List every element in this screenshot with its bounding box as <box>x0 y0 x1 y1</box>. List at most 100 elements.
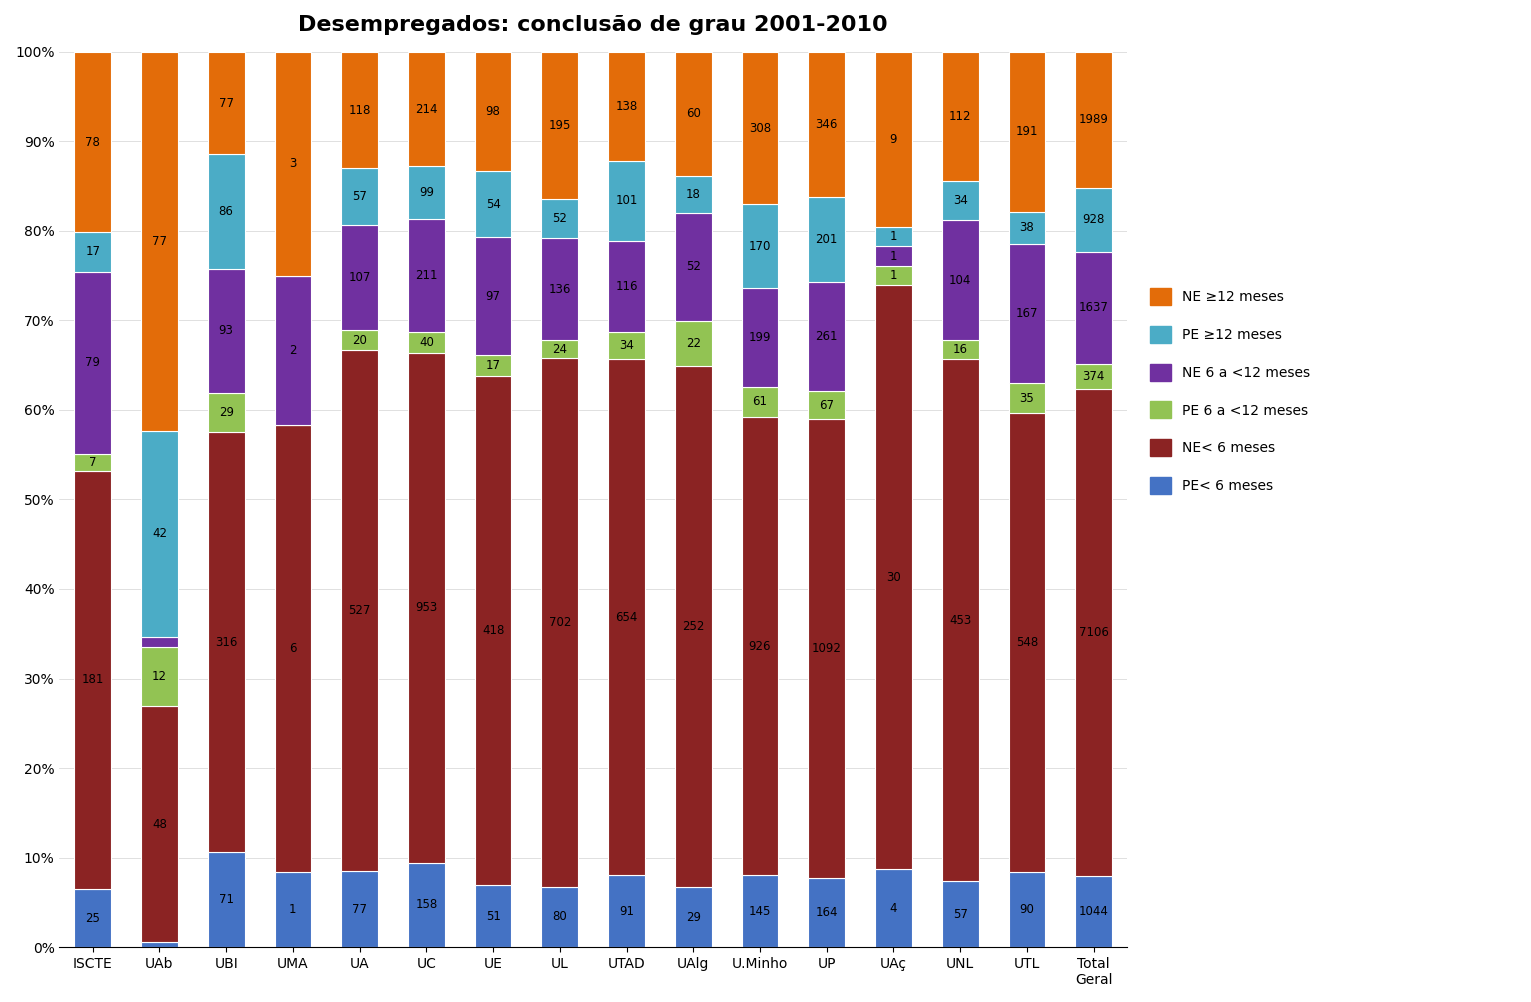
Text: 107: 107 <box>349 272 371 285</box>
Bar <box>542 887 579 947</box>
Bar <box>808 878 845 947</box>
Text: 34: 34 <box>952 194 968 207</box>
Bar <box>75 889 112 947</box>
Text: 4: 4 <box>890 902 897 915</box>
Text: 52: 52 <box>686 261 701 274</box>
Bar <box>675 213 712 321</box>
Text: 20: 20 <box>352 334 367 347</box>
Bar <box>942 220 978 341</box>
Bar <box>75 471 112 889</box>
Text: 1: 1 <box>890 270 897 283</box>
Text: 158: 158 <box>415 899 438 912</box>
Bar <box>876 266 912 286</box>
Bar <box>741 417 778 876</box>
Bar <box>741 289 778 387</box>
Text: 86: 86 <box>219 205 234 218</box>
Text: 116: 116 <box>615 280 638 293</box>
Text: 1989: 1989 <box>1079 113 1108 126</box>
Text: 77: 77 <box>219 96 234 109</box>
Text: 24: 24 <box>553 343 568 356</box>
Bar <box>808 420 845 878</box>
Text: 40: 40 <box>419 336 433 349</box>
Bar <box>407 863 444 947</box>
Bar <box>1009 872 1046 947</box>
Text: 77: 77 <box>352 903 367 916</box>
Bar <box>1009 384 1046 413</box>
Text: 80: 80 <box>553 911 566 924</box>
Bar <box>274 425 311 873</box>
Text: 374: 374 <box>1082 370 1105 383</box>
Bar <box>808 52 845 197</box>
Text: 346: 346 <box>816 118 837 131</box>
Text: 30: 30 <box>886 571 900 584</box>
Bar <box>942 359 978 882</box>
Bar <box>141 942 178 947</box>
Title: Desempregados: conclusão de grau 2001-2010: Desempregados: conclusão de grau 2001-20… <box>299 15 888 35</box>
Bar <box>675 321 712 366</box>
Bar <box>741 204 778 289</box>
Text: 118: 118 <box>349 103 371 116</box>
Bar <box>208 154 245 269</box>
Text: 42: 42 <box>152 527 167 540</box>
Text: 928: 928 <box>1082 213 1105 226</box>
Bar <box>808 282 845 391</box>
Text: 25: 25 <box>86 912 100 925</box>
Bar <box>475 52 511 171</box>
Bar <box>407 166 444 219</box>
Text: 57: 57 <box>352 190 367 203</box>
Text: 953: 953 <box>415 601 438 614</box>
Text: 34: 34 <box>619 339 634 352</box>
Text: 29: 29 <box>219 406 234 419</box>
Bar <box>741 876 778 947</box>
Bar <box>208 853 245 947</box>
Text: 170: 170 <box>749 239 772 253</box>
Text: 167: 167 <box>1015 307 1038 320</box>
Bar <box>675 52 712 176</box>
Bar <box>1009 211 1046 243</box>
Bar <box>608 875 645 947</box>
Bar <box>141 431 178 637</box>
Bar <box>475 376 511 885</box>
Bar <box>942 181 978 220</box>
Text: 1: 1 <box>890 230 897 243</box>
Bar <box>407 219 444 332</box>
Text: 17: 17 <box>86 245 100 259</box>
Bar <box>808 197 845 282</box>
Text: 35: 35 <box>1020 392 1035 405</box>
Bar <box>542 341 579 359</box>
Bar <box>542 359 579 887</box>
Bar <box>876 286 912 869</box>
Text: 308: 308 <box>749 121 772 134</box>
Text: 6: 6 <box>289 642 297 655</box>
Text: 29: 29 <box>686 911 701 924</box>
Bar <box>608 240 645 332</box>
Bar <box>341 871 378 947</box>
Text: 9: 9 <box>890 133 897 146</box>
Text: 138: 138 <box>615 100 637 113</box>
Text: 16: 16 <box>952 343 968 356</box>
Bar <box>75 454 112 471</box>
Bar <box>942 52 978 181</box>
Bar <box>942 341 978 359</box>
Text: 104: 104 <box>949 274 971 287</box>
Bar <box>208 269 245 393</box>
Text: 191: 191 <box>1015 125 1038 138</box>
Bar <box>876 869 912 947</box>
Bar <box>608 359 645 875</box>
Bar <box>407 52 444 166</box>
Text: 1: 1 <box>890 249 897 263</box>
Bar <box>675 366 712 887</box>
Bar <box>1009 243 1046 384</box>
Text: 654: 654 <box>615 610 638 623</box>
Text: 261: 261 <box>816 330 837 343</box>
Text: 48: 48 <box>152 818 167 831</box>
Bar <box>208 393 245 432</box>
Bar <box>1009 52 1046 211</box>
Bar <box>475 171 511 236</box>
Text: 1: 1 <box>289 903 297 916</box>
Bar <box>341 331 378 351</box>
Bar <box>608 160 645 240</box>
Bar <box>341 351 378 871</box>
Bar <box>876 246 912 266</box>
Bar <box>475 236 511 355</box>
